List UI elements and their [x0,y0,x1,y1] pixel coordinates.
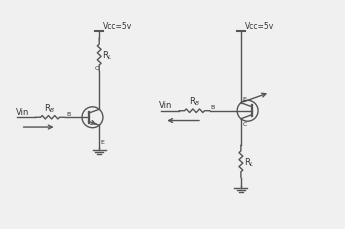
Text: E: E [100,140,105,145]
Text: B: B [211,105,215,110]
Text: R$_L$: R$_L$ [102,49,113,62]
Text: Vin: Vin [159,101,173,110]
Text: R$_B$: R$_B$ [44,102,56,114]
Text: C: C [94,65,99,70]
Text: B: B [66,112,70,117]
Text: E: E [242,97,246,102]
Text: Vcc=5v: Vcc=5v [103,22,132,31]
Text: R$_L$: R$_L$ [244,155,255,168]
Text: R$_B$: R$_B$ [189,95,200,108]
Text: Vcc=5v: Vcc=5v [245,22,274,31]
Text: C: C [242,122,247,127]
Text: Vin: Vin [16,107,29,117]
